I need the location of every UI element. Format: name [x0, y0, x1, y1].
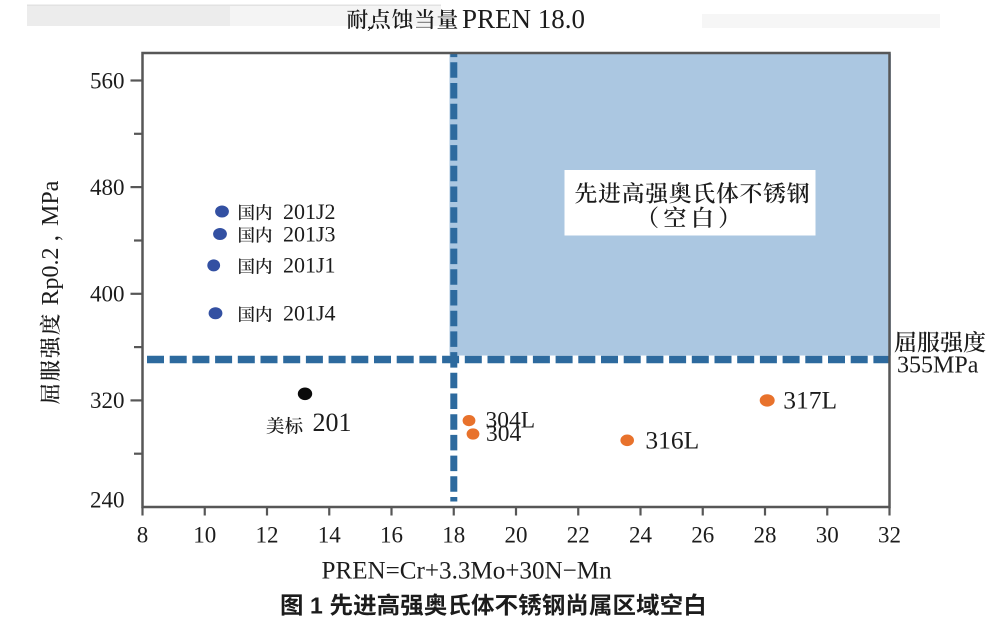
- svg-text:20: 20: [505, 523, 528, 548]
- svg-text:320: 320: [90, 388, 125, 413]
- svg-text:PREN 18.0: PREN 18.0: [462, 4, 585, 34]
- svg-text:18: 18: [442, 523, 465, 548]
- svg-text:355MPa: 355MPa: [897, 353, 979, 379]
- svg-text:PREN=Cr+3.3Mo+30N−Mn: PREN=Cr+3.3Mo+30N−Mn: [322, 558, 613, 585]
- svg-text:201J1: 201J1: [283, 253, 336, 278]
- svg-text:304L: 304L: [486, 407, 536, 433]
- svg-text:26: 26: [691, 523, 714, 548]
- svg-text:30: 30: [816, 523, 839, 548]
- svg-text:317L: 317L: [783, 385, 837, 414]
- svg-text:28: 28: [754, 523, 777, 548]
- svg-text:240: 240: [90, 487, 125, 512]
- svg-text:201J3: 201J3: [283, 221, 336, 246]
- svg-text:32: 32: [878, 523, 901, 548]
- svg-text:16: 16: [380, 523, 403, 548]
- svg-text:316L: 316L: [645, 425, 699, 454]
- svg-text:400: 400: [90, 282, 125, 307]
- svg-text:12: 12: [256, 523, 279, 548]
- svg-text:201: 201: [313, 408, 352, 437]
- svg-text:MPa: MPa: [38, 180, 64, 226]
- svg-text:201J4: 201J4: [283, 301, 336, 326]
- svg-text:14: 14: [318, 523, 342, 548]
- svg-text:24: 24: [629, 523, 653, 548]
- svg-text:22: 22: [567, 523, 590, 548]
- svg-text:8: 8: [137, 523, 149, 548]
- svg-text:560: 560: [90, 68, 125, 93]
- svg-text:,: ,: [367, 13, 372, 33]
- svg-text:480: 480: [90, 175, 125, 200]
- svg-text:201J2: 201J2: [283, 199, 336, 224]
- svg-text:1: 1: [310, 593, 323, 619]
- svg-text:Rp0.2: Rp0.2: [38, 247, 64, 305]
- svg-text:10: 10: [193, 523, 216, 548]
- svg-text:304: 304: [486, 421, 522, 447]
